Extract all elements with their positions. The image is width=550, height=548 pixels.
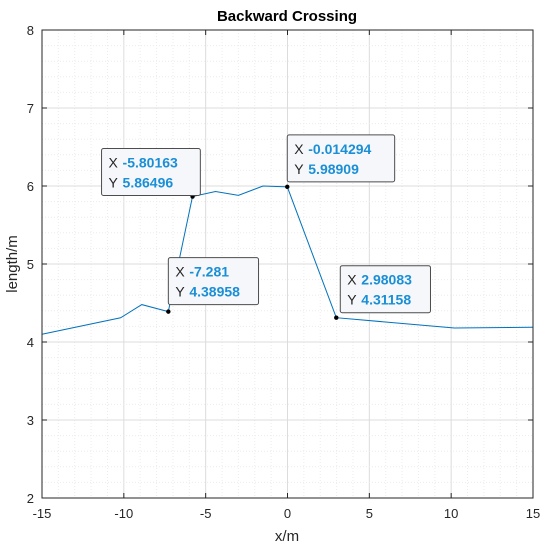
y-tick-label: 6 <box>27 179 34 194</box>
y-tick-label: 5 <box>27 257 34 272</box>
datatip-y-value: 4.31158 <box>361 292 411 308</box>
x-tick-label: -5 <box>200 506 212 521</box>
datatip-marker[interactable] <box>166 309 171 314</box>
series-line <box>41 185 534 335</box>
datatip-x-value: -5.80163 <box>123 155 178 171</box>
y-tick-label: 8 <box>27 23 34 38</box>
datatip-box <box>167 257 260 306</box>
datatip-x-key: X <box>175 264 185 280</box>
datatip-marker[interactable] <box>285 184 290 190</box>
datatip-x-value: -0.014294 <box>308 141 371 157</box>
y-tick-label: 4 <box>27 335 34 350</box>
x-tick-label: 5 <box>366 506 373 521</box>
chart-title: Backward Crossing <box>217 8 357 25</box>
datatip-y-value: 5.86496 <box>123 175 174 191</box>
x-axis-label: x/m <box>275 528 299 545</box>
datatip-x-key: X <box>109 155 119 171</box>
axis-ticks: -15 -10 -5 0 5 10 15 2 3 4 5 6 7 8 <box>27 23 540 521</box>
y-tick-label: 3 <box>27 413 34 428</box>
grid <box>41 29 534 499</box>
datatip-y-value: 5.98909 <box>308 161 359 177</box>
datatip-x-value: 2.98083 <box>361 272 412 288</box>
datatip-x-key: X <box>294 141 304 157</box>
x-tick-label: -15 <box>33 506 52 521</box>
datatip-y-key: Y <box>109 175 119 191</box>
datatip-box <box>101 148 201 197</box>
datatip-box <box>339 265 431 314</box>
datatip-y-key: Y <box>294 161 304 177</box>
y-axis-label: length/m <box>4 235 21 293</box>
datatip-y-key: Y <box>347 292 357 308</box>
x-tick-label: 15 <box>526 506 540 521</box>
y-tick-label: 7 <box>27 101 34 116</box>
datatip-box <box>286 134 396 183</box>
series-layer <box>41 185 534 335</box>
datatip-marker[interactable] <box>334 315 339 320</box>
x-tick-label: 10 <box>444 506 458 521</box>
datatip-x-value: -7.281 <box>189 264 229 280</box>
datatip-y-value: 4.38958 <box>189 284 240 300</box>
datatip-x-key: X <box>347 272 357 288</box>
x-tick-label: 0 <box>284 506 291 521</box>
y-tick-label: 2 <box>27 491 34 506</box>
x-tick-label: -10 <box>114 506 133 521</box>
datatip-y-key: Y <box>175 284 185 300</box>
